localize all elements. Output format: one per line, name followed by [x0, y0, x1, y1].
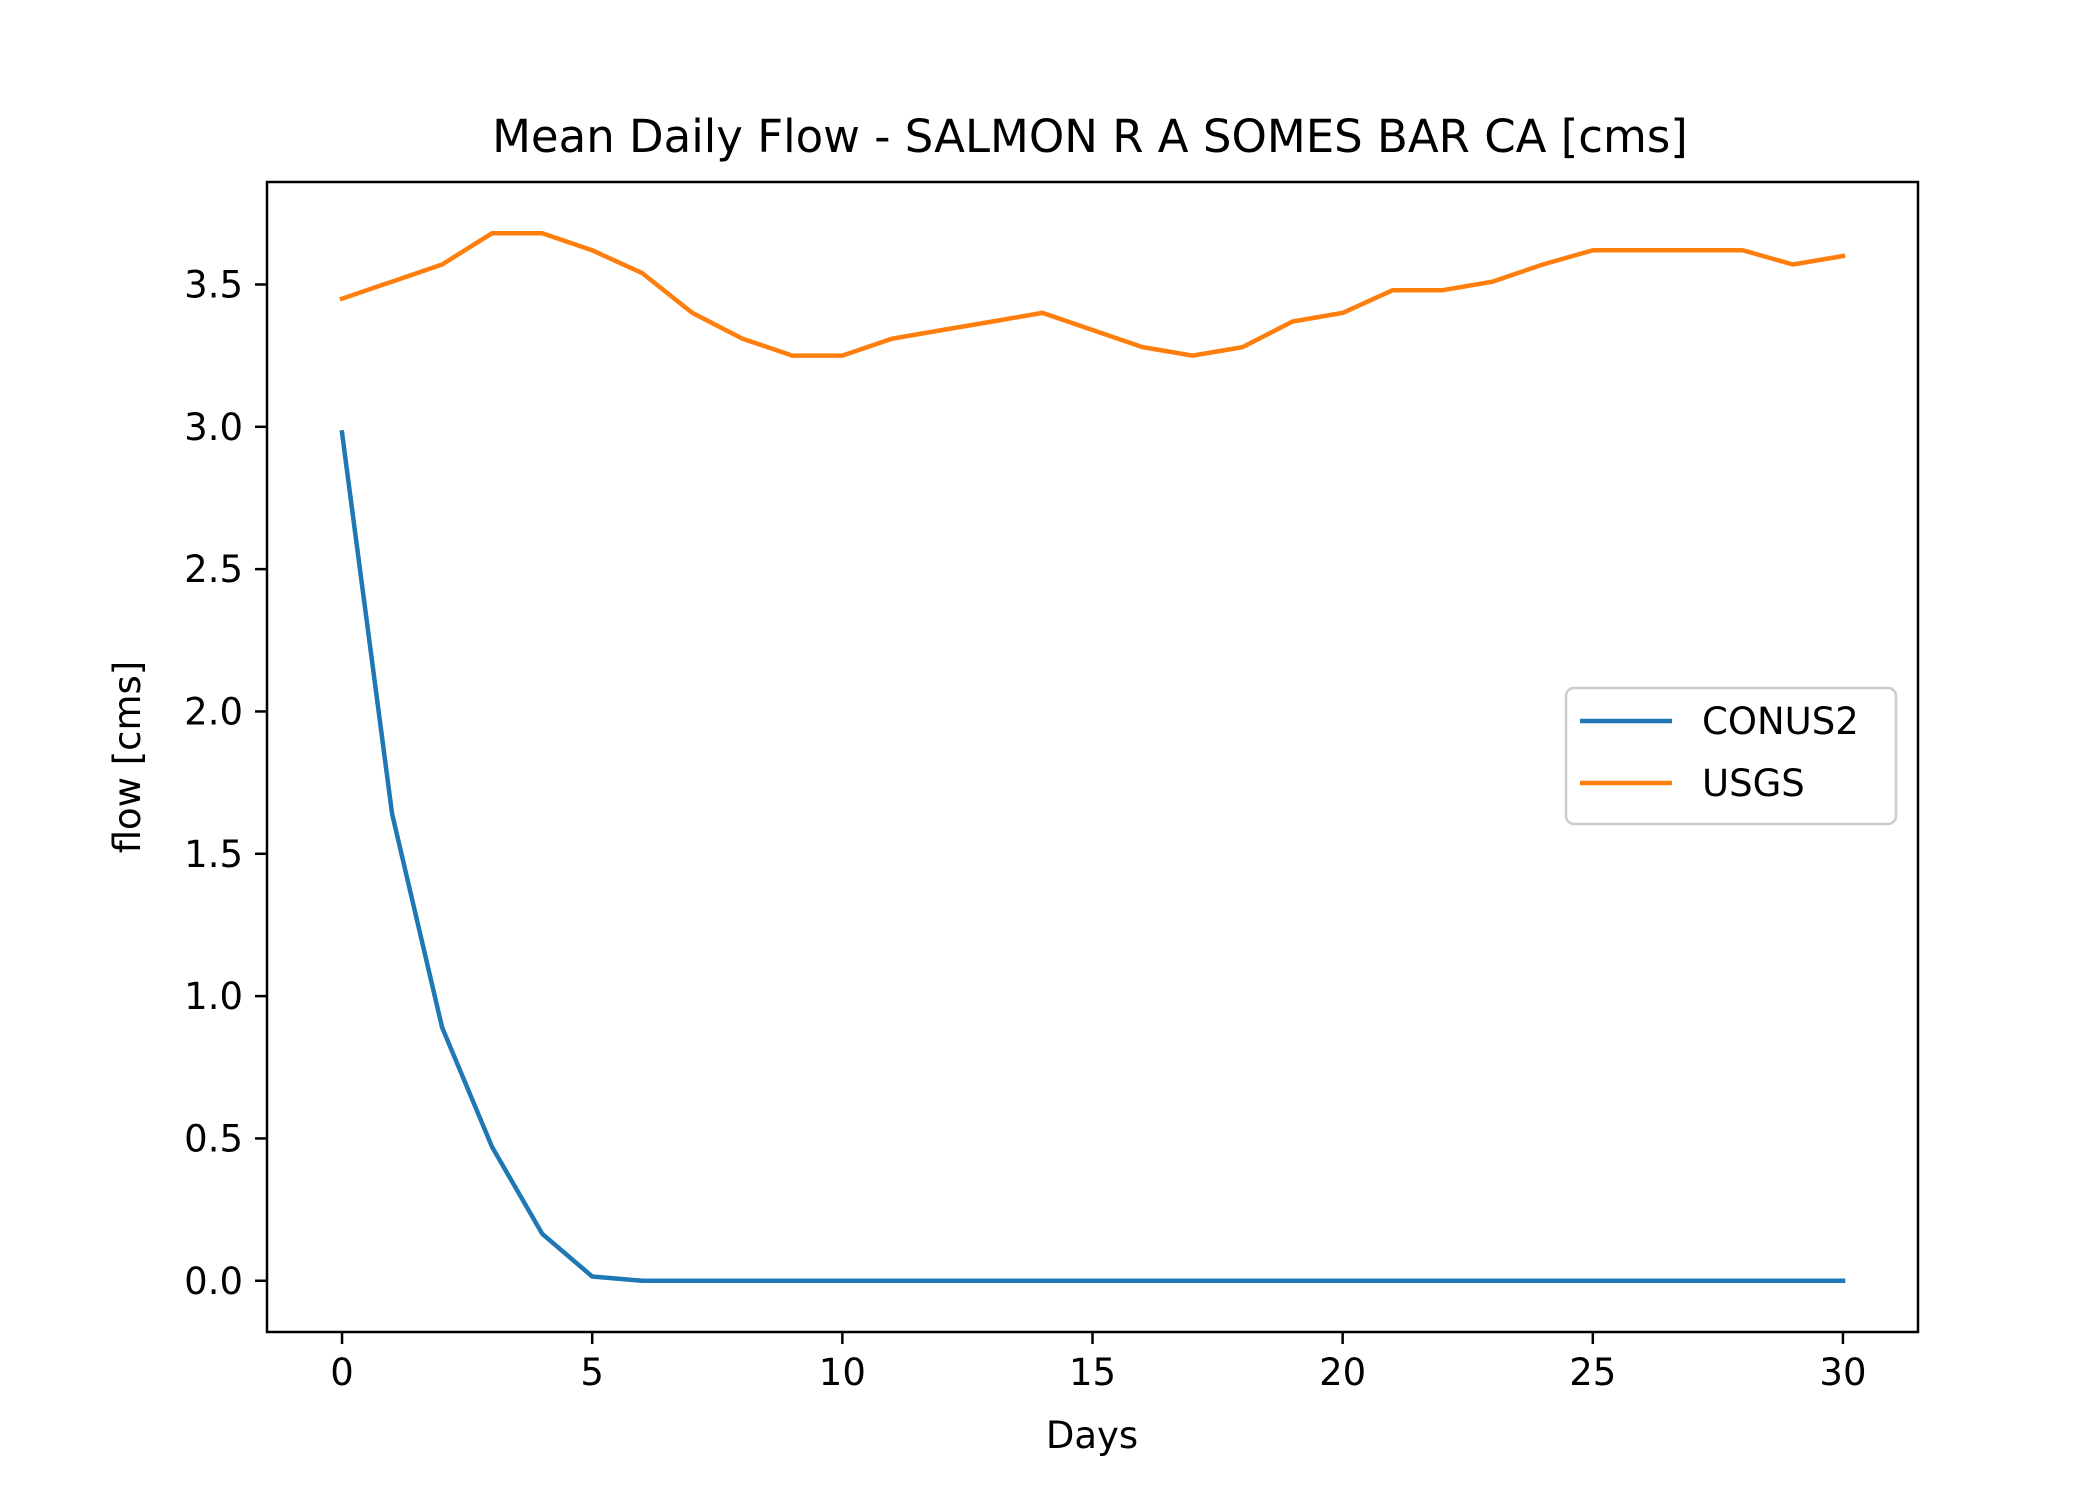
x-tick-label: 0	[330, 1351, 354, 1394]
chart-title: Mean Daily Flow - SALMON R A SOMES BAR C…	[492, 110, 1688, 163]
y-tick-label: 0.0	[184, 1260, 243, 1303]
x-axis: 0 5 10 15 20 25 30	[330, 1332, 1867, 1394]
series-line-conus2	[339, 429, 1846, 1284]
x-tick-label: 20	[1319, 1351, 1366, 1394]
y-tick-label: 2.0	[184, 690, 243, 733]
y-tick-label: 1.5	[184, 833, 243, 876]
x-tick-label: 30	[1819, 1351, 1866, 1394]
series-line-usgs	[339, 230, 1846, 358]
x-tick-label: 5	[580, 1351, 604, 1394]
legend: CONUS2 USGS	[1564, 686, 1898, 826]
x-tick-label: 25	[1569, 1351, 1616, 1394]
legend-label-usgs: USGS	[1702, 762, 1805, 805]
y-tick-label: 2.5	[184, 548, 243, 591]
y-axis-label: flow [cms]	[106, 661, 149, 854]
y-axis: 0.0 0.5 1.0 1.5 2.0 2.5 3.0 3.5	[184, 263, 267, 1303]
x-tick-label: 15	[1069, 1351, 1116, 1394]
x-axis-label: Days	[1046, 1414, 1138, 1457]
y-tick-label: 1.0	[184, 975, 243, 1018]
y-tick-label: 3.0	[184, 406, 243, 449]
y-tick-label: 3.5	[184, 263, 243, 306]
legend-label-conus2: CONUS2	[1702, 700, 1859, 743]
series-layer	[339, 230, 1846, 1284]
x-tick-label: 10	[819, 1351, 866, 1394]
y-tick-label: 0.5	[184, 1117, 243, 1160]
